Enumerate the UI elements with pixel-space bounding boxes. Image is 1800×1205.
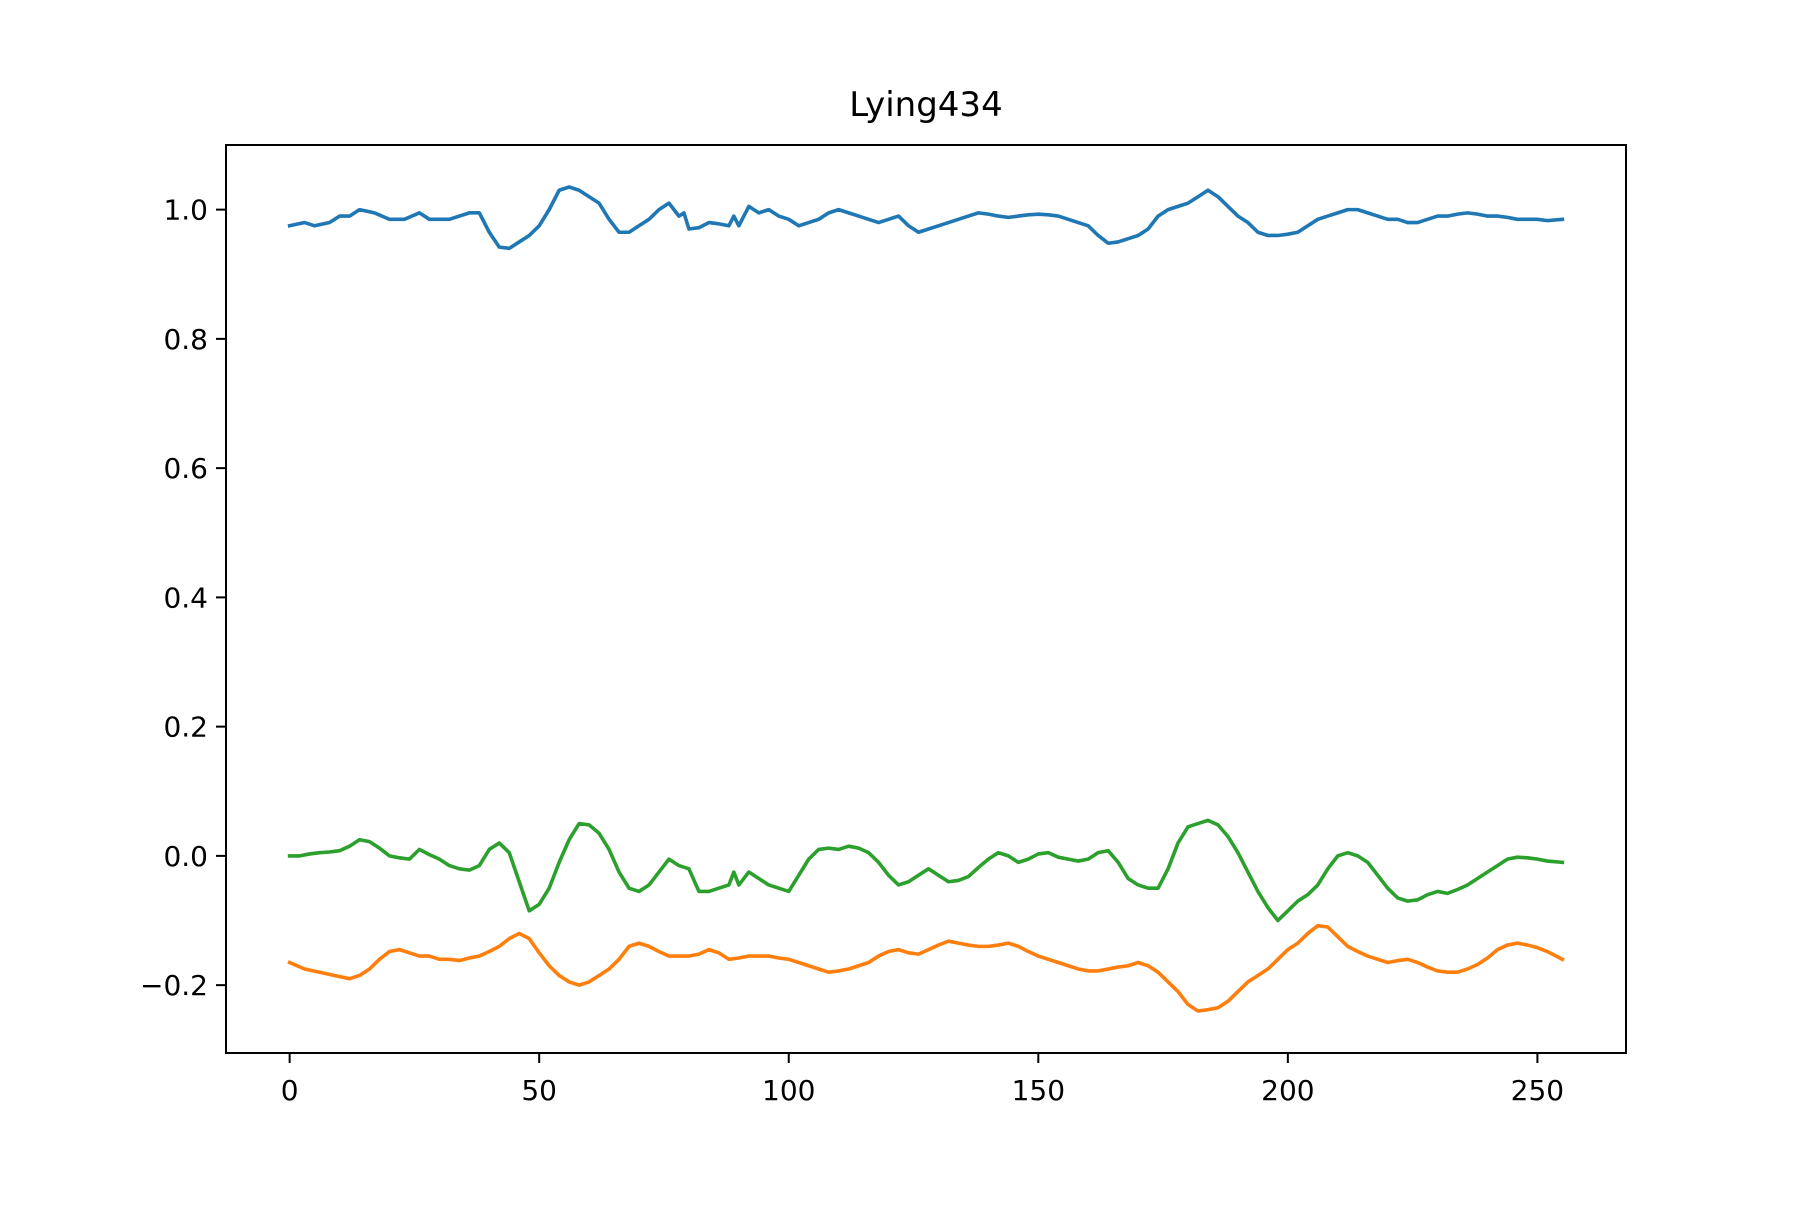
x-tick-label: 150 [1012,1074,1065,1107]
y-tick-label: 1.0 [163,194,208,227]
series-line-2 [287,923,1565,1013]
series-line-3 [287,818,1565,923]
x-tick-label: 100 [762,1074,815,1107]
plot-frame [225,144,1627,1054]
x-axis: 0 50 100 150 200 250 [281,1053,1564,1107]
chart-title: Lying434 [849,85,1002,125]
x-tick-label: 0 [281,1074,299,1107]
y-tick-label: −0.2 [140,969,208,1002]
x-tick-label: 200 [1261,1074,1314,1107]
y-tick-label: 0.8 [163,323,208,356]
series-layer [287,185,1565,1013]
x-tick-label: 50 [521,1074,557,1107]
y-tick-label: 0.2 [163,711,208,744]
y-tick-label: 0.6 [163,452,208,485]
y-tick-label: 0.4 [163,581,208,614]
y-tick-label: 0.0 [163,840,208,873]
y-axis: −0.2 0.0 0.2 0.4 0.6 0.8 1.0 [140,194,226,1002]
series-line-1 [287,185,1565,251]
x-tick-label: 250 [1511,1074,1564,1107]
